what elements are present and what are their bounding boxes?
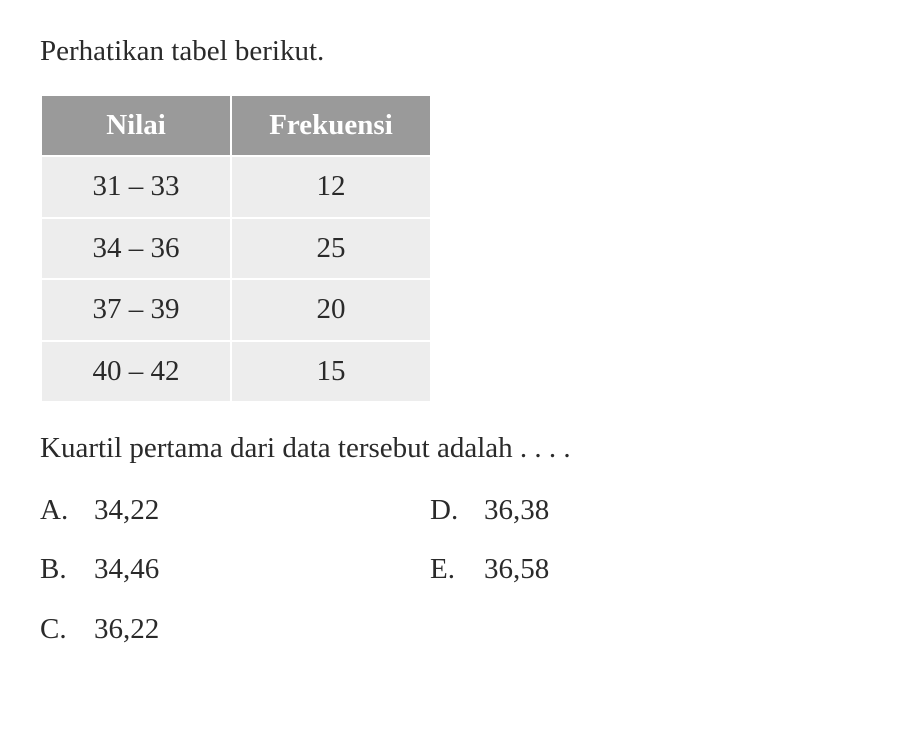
cell-frekuensi: 25 xyxy=(231,218,431,280)
answer-label: B. xyxy=(40,548,94,592)
answer-label: E. xyxy=(430,548,484,592)
table-row: 37 – 39 20 xyxy=(41,279,431,341)
answer-value: 34,46 xyxy=(94,548,159,592)
answer-c: C. 36,22 xyxy=(40,608,390,652)
cell-nilai: 34 – 36 xyxy=(41,218,231,280)
table-row: 40 – 42 15 xyxy=(41,341,431,403)
col-header-frekuensi: Frekuensi xyxy=(231,95,431,157)
answer-value: 34,22 xyxy=(94,489,159,533)
answer-label: D. xyxy=(430,489,484,533)
col-header-nilai: Nilai xyxy=(41,95,231,157)
question-text: Kuartil pertama dari data tersebut adala… xyxy=(40,427,865,471)
answer-label: C. xyxy=(40,608,94,652)
answer-list: A. 34,22 B. 34,46 C. 36,22 D. 36,38 E. 3… xyxy=(40,489,865,652)
answer-e: E. 36,58 xyxy=(430,548,780,592)
answer-d: D. 36,38 xyxy=(430,489,780,533)
intro-text: Perhatikan tabel berikut. xyxy=(40,30,865,74)
table-row: 31 – 33 12 xyxy=(41,156,431,218)
answer-b: B. 34,46 xyxy=(40,548,390,592)
cell-frekuensi: 15 xyxy=(231,341,431,403)
cell-nilai: 37 – 39 xyxy=(41,279,231,341)
answer-a: A. 34,22 xyxy=(40,489,390,533)
answer-value: 36,58 xyxy=(484,548,549,592)
cell-nilai: 31 – 33 xyxy=(41,156,231,218)
table-header-row: Nilai Frekuensi xyxy=(41,95,431,157)
cell-frekuensi: 12 xyxy=(231,156,431,218)
cell-nilai: 40 – 42 xyxy=(41,341,231,403)
table-row: 34 – 36 25 xyxy=(41,218,431,280)
answer-value: 36,38 xyxy=(484,489,549,533)
answer-label: A. xyxy=(40,489,94,533)
answer-value: 36,22 xyxy=(94,608,159,652)
data-table: Nilai Frekuensi 31 – 33 12 34 – 36 25 37… xyxy=(40,94,432,404)
cell-frekuensi: 20 xyxy=(231,279,431,341)
